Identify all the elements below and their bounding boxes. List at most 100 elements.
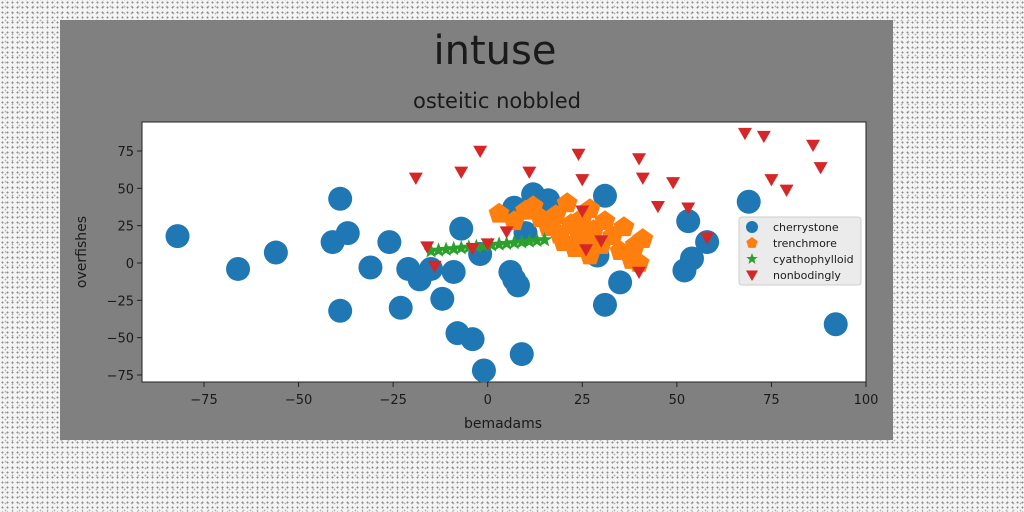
point-nonbodingly bbox=[681, 202, 696, 215]
point-trenchmore bbox=[594, 210, 616, 231]
y-tick-label: −25 bbox=[107, 294, 134, 309]
point-cherrystone bbox=[823, 312, 848, 337]
legend-marker-cherrystone bbox=[746, 221, 758, 233]
point-cyathophylloid bbox=[453, 240, 469, 255]
chart-legend: cherrystone trenchmore cyathophylloid nonbo… bbox=[738, 216, 862, 286]
point-cherrystone bbox=[226, 256, 251, 281]
point-cyathophylloid bbox=[521, 233, 537, 248]
y-axis-ticks: −75 −50 −25 0 25 50 75 bbox=[107, 145, 142, 384]
point-cherrystone bbox=[335, 221, 360, 246]
legend-label: trenchmore bbox=[773, 237, 837, 250]
point-cherrystone bbox=[328, 298, 353, 323]
x-tick-label: −25 bbox=[379, 393, 406, 408]
point-cherrystone bbox=[388, 295, 413, 320]
point-cherrystone bbox=[471, 358, 496, 383]
point-cherrystone bbox=[430, 286, 455, 311]
point-nonbodingly bbox=[454, 166, 469, 179]
point-cherrystone bbox=[418, 256, 443, 281]
point-cyathophylloid bbox=[476, 237, 492, 253]
legend-marker-trenchmore bbox=[746, 237, 758, 248]
data-markers bbox=[165, 127, 848, 383]
legend-marker-cyathophylloid bbox=[746, 253, 758, 264]
point-cyathophylloid bbox=[430, 242, 447, 257]
point-cherrystone bbox=[592, 183, 617, 208]
point-nonbodingly bbox=[764, 174, 779, 187]
point-nonbodingly bbox=[480, 238, 495, 251]
point-nonbodingly bbox=[473, 145, 488, 158]
legend-label: cyathophylloid bbox=[773, 253, 854, 266]
point-cyathophylloid bbox=[506, 234, 522, 250]
point-cyathophylloid bbox=[529, 232, 545, 248]
point-nonbodingly bbox=[465, 242, 480, 256]
point-cherrystone bbox=[165, 224, 190, 249]
point-nonbodingly bbox=[813, 162, 828, 175]
point-nonbodingly bbox=[635, 172, 650, 185]
point-nonbodingly bbox=[427, 260, 442, 273]
point-trenchmore bbox=[613, 216, 635, 237]
legend-box bbox=[738, 216, 862, 286]
point-nonbodingly bbox=[420, 241, 435, 254]
point-cherrystone bbox=[263, 240, 288, 265]
legend-label: nonbodingly bbox=[773, 269, 841, 282]
x-axis-ticks: −75 −50 −25 0 25 50 75 100 bbox=[190, 382, 878, 408]
x-axis-label: bemadams bbox=[464, 416, 542, 432]
point-nonbodingly bbox=[579, 244, 594, 257]
legend-label: cherrystone bbox=[773, 221, 839, 234]
y-axis-label: overfishes bbox=[74, 216, 90, 288]
x-tick-label: 0 bbox=[484, 393, 492, 408]
point-cherrystone bbox=[509, 342, 534, 367]
point-trenchmore bbox=[556, 192, 578, 213]
point-nonbodingly bbox=[408, 172, 423, 185]
chart-title: intuse bbox=[434, 28, 557, 74]
point-nonbodingly bbox=[700, 232, 715, 245]
point-nonbodingly bbox=[650, 201, 665, 214]
point-cherrystone bbox=[592, 292, 617, 317]
legend-marker-nonbodingly bbox=[746, 270, 758, 281]
point-cyathophylloid bbox=[536, 231, 553, 247]
point-cyathophylloid bbox=[499, 235, 515, 251]
x-tick-label: 50 bbox=[669, 393, 686, 408]
point-cyathophylloid bbox=[491, 236, 507, 251]
point-cherrystone bbox=[449, 216, 474, 241]
point-nonbodingly bbox=[666, 177, 681, 190]
point-trenchmore bbox=[632, 228, 654, 248]
point-cyathophylloid bbox=[483, 237, 500, 252]
point-nonbodingly bbox=[632, 266, 647, 279]
y-tick-label: −75 bbox=[107, 369, 134, 384]
point-cyathophylloid bbox=[423, 243, 439, 258]
point-nonbodingly bbox=[632, 153, 647, 166]
point-nonbodingly bbox=[522, 166, 537, 179]
y-tick-label: 50 bbox=[117, 182, 134, 197]
point-cherrystone bbox=[358, 255, 383, 280]
point-nonbodingly bbox=[499, 226, 514, 239]
y-tick-label: 75 bbox=[117, 145, 134, 160]
point-nonbodingly bbox=[806, 139, 821, 153]
point-nonbodingly bbox=[737, 127, 752, 141]
point-nonbodingly bbox=[779, 184, 794, 197]
point-cherrystone bbox=[505, 273, 530, 298]
x-tick-label: 100 bbox=[854, 393, 879, 408]
point-nonbodingly bbox=[756, 130, 771, 144]
point-cyathophylloid bbox=[514, 234, 530, 249]
x-tick-label: −75 bbox=[190, 393, 217, 408]
chart-subtitle: osteitic nobbled bbox=[413, 89, 581, 113]
point-nonbodingly bbox=[575, 174, 590, 187]
point-cherrystone bbox=[676, 209, 701, 234]
y-tick-label: 0 bbox=[126, 257, 134, 272]
point-cyathophylloid bbox=[446, 240, 462, 256]
point-cyathophylloid bbox=[438, 241, 454, 256]
point-nonbodingly bbox=[575, 205, 590, 218]
y-tick-label: −50 bbox=[107, 332, 134, 347]
point-cherrystone bbox=[328, 186, 353, 211]
point-nonbodingly bbox=[594, 235, 609, 248]
point-cherrystone bbox=[736, 189, 761, 214]
point-cherrystone bbox=[377, 230, 402, 255]
point-cherrystone bbox=[608, 270, 633, 295]
y-tick-label: 25 bbox=[117, 220, 134, 235]
point-nonbodingly bbox=[571, 148, 586, 161]
point-cherrystone bbox=[679, 246, 704, 271]
x-tick-label: 75 bbox=[763, 393, 780, 408]
x-tick-label: −50 bbox=[285, 393, 312, 408]
point-cherrystone bbox=[441, 259, 466, 284]
